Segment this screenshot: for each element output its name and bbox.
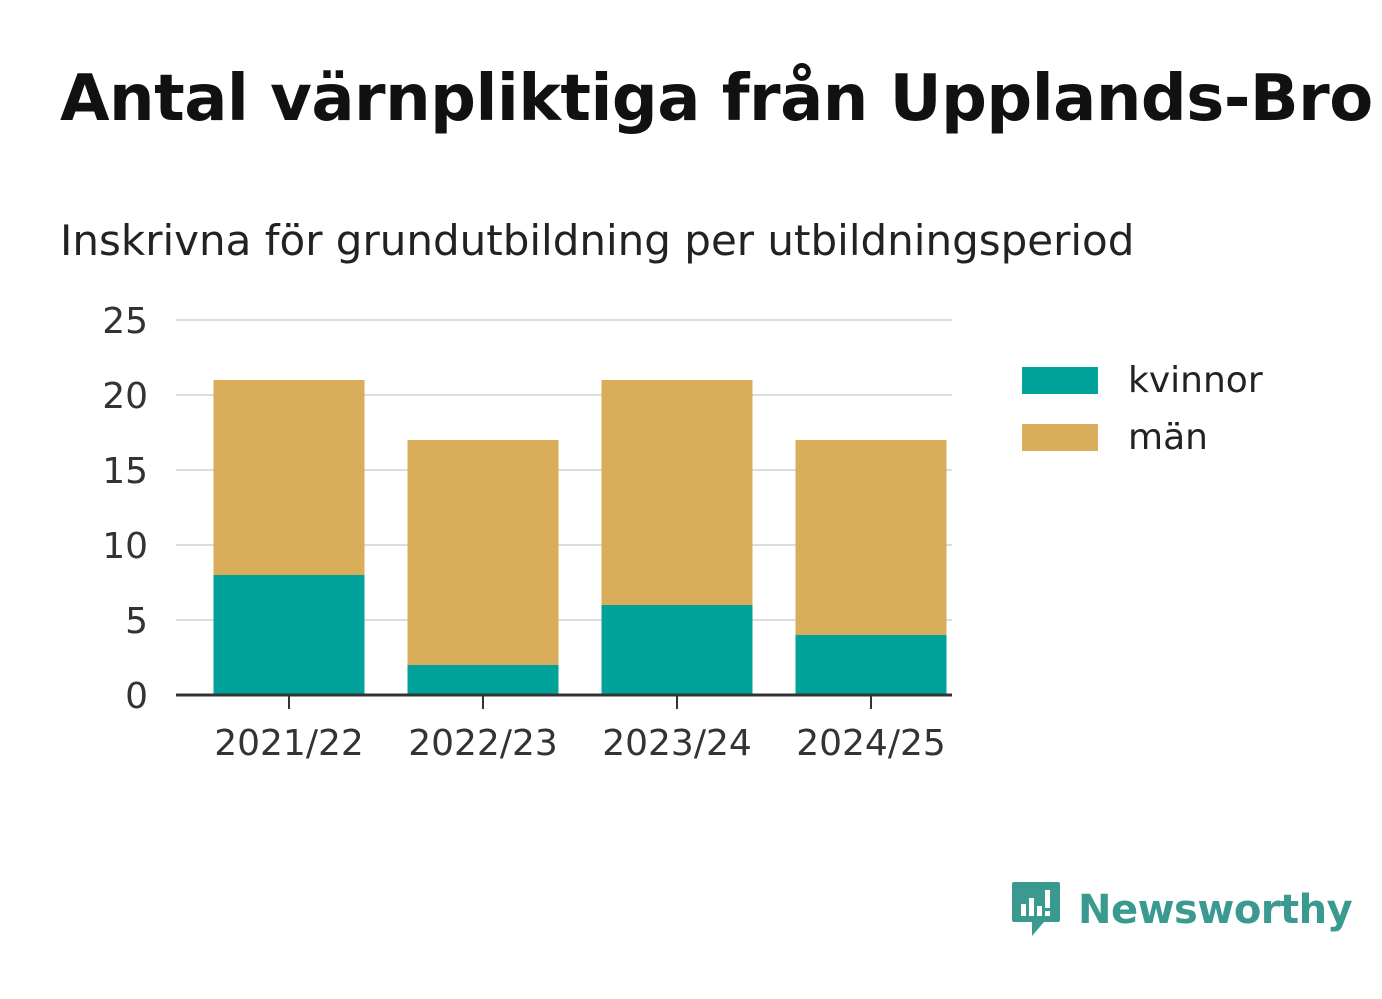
chart-title: Antal värnpliktiga från Upplands-Bro: [60, 62, 1373, 136]
bar-kvinnor-2023-24: [601, 605, 753, 695]
legend: kvinnor män: [1022, 352, 1263, 466]
bar-kvinnor-2024-25: [795, 635, 947, 695]
x-tick-label: 2022/23: [408, 723, 558, 764]
legend-label-kvinnor: kvinnor: [1128, 360, 1263, 401]
brand-name: Newsworthy: [1078, 887, 1353, 933]
bar-man-2021-22: [213, 380, 365, 575]
x-tick-label: 2021/22: [214, 723, 364, 764]
legend-item-man: män: [1022, 409, 1263, 466]
bar-kvinnor-2022-23: [407, 665, 559, 695]
tick-labels: 0 5 10 15 20 25 2021/22 2022/23 2023/24 2024/25: [102, 301, 946, 764]
brand-logo: Newsworthy: [1010, 878, 1353, 942]
axes: [176, 693, 952, 709]
x-tick-label: 2024/25: [796, 723, 946, 764]
chart-subtitle: Inskrivna för grundutbildning per utbild…: [60, 216, 1135, 265]
bar-man-2024-25: [795, 440, 947, 635]
bar-kvinnor-2021-22: [213, 575, 365, 695]
legend-item-kvinnor: kvinnor: [1022, 352, 1263, 409]
y-tick-label: 0: [125, 676, 148, 717]
legend-label-man: män: [1128, 417, 1208, 458]
legend-swatch-kvinnor: [1022, 367, 1098, 394]
y-tick-label: 15: [102, 451, 148, 492]
y-tick-label: 5: [125, 601, 148, 642]
bar-man-2022-23: [407, 440, 559, 665]
x-tick-label: 2023/24: [602, 723, 752, 764]
bar-man-2023-24: [601, 380, 753, 605]
bars: [213, 380, 947, 695]
y-tick-label: 10: [102, 526, 148, 567]
y-tick-label: 25: [102, 301, 148, 342]
y-tick-label: 20: [102, 376, 148, 417]
legend-swatch-man: [1022, 424, 1098, 451]
newsworthy-logo-icon: [1012, 882, 1060, 936]
